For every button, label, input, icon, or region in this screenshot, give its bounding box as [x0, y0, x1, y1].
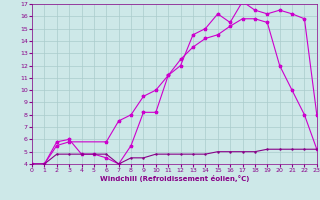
X-axis label: Windchill (Refroidissement éolien,°C): Windchill (Refroidissement éolien,°C) [100, 175, 249, 182]
